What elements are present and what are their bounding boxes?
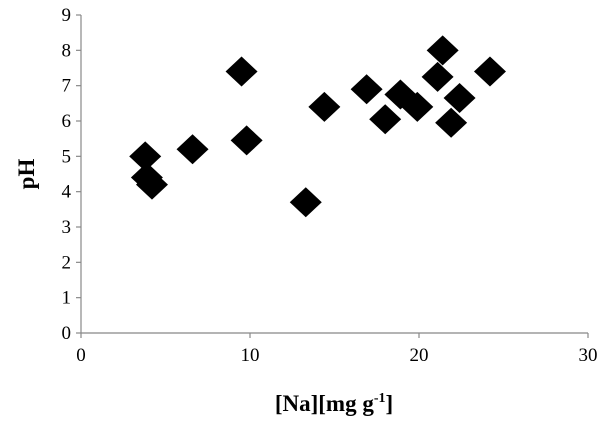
- y-tick-label: 8: [62, 40, 72, 61]
- data-point: [473, 56, 506, 87]
- data-point: [401, 91, 434, 122]
- data-point: [350, 74, 383, 105]
- data-point: [369, 104, 402, 135]
- x-axis-title-main: [Na][mg g: [275, 391, 374, 416]
- axes: [80, 15, 588, 334]
- data-point: [426, 35, 459, 66]
- y-tick-label: 7: [62, 76, 72, 97]
- data-points: [129, 35, 506, 218]
- x-ticks: 0 10 20 30: [76, 333, 598, 366]
- x-axis-title: [Na][mg g-1]: [275, 391, 393, 416]
- data-point: [129, 141, 162, 172]
- x-tick-label: 30: [579, 345, 598, 366]
- y-tick-label: 0: [62, 323, 72, 344]
- data-point: [176, 134, 209, 165]
- x-tick-label: 20: [410, 345, 429, 366]
- data-point: [421, 61, 454, 92]
- y-tick-label: 4: [62, 182, 72, 203]
- data-point: [443, 83, 476, 114]
- y-tick-label: 9: [62, 5, 72, 26]
- y-axis-title: pH: [14, 159, 39, 190]
- data-point: [435, 107, 468, 138]
- data-point: [289, 187, 322, 218]
- y-tick-label: 3: [62, 217, 72, 238]
- x-axis-title-close: ]: [386, 391, 394, 416]
- data-point: [230, 125, 263, 156]
- data-point: [135, 169, 168, 200]
- data-point: [225, 56, 258, 87]
- y-tick-label: 1: [62, 288, 72, 309]
- y-ticks: 0 1 2 3 4 5 6 7 8 9: [62, 5, 81, 344]
- data-point: [308, 91, 341, 122]
- x-axis-title-superscript: -1: [374, 391, 386, 406]
- y-tick-label: 6: [62, 111, 72, 132]
- x-tick-label: 0: [76, 345, 86, 366]
- y-tick-label: 2: [62, 252, 72, 273]
- y-tick-label: 5: [62, 146, 72, 167]
- x-tick-label: 10: [241, 345, 260, 366]
